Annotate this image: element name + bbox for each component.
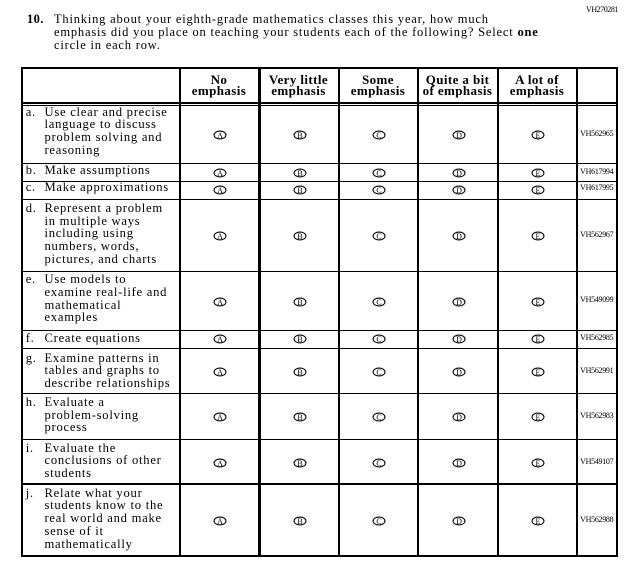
svg-text:A: A [217, 130, 223, 139]
svg-text:B: B [297, 413, 302, 422]
svg-text:E: E [536, 459, 541, 468]
svg-text:D: D [456, 368, 462, 377]
svg-text:D: D [456, 413, 462, 422]
svg-text:B: B [297, 517, 302, 526]
svg-text:D: D [456, 335, 462, 344]
svg-text:C: C [376, 130, 381, 139]
svg-text:C: C [376, 335, 381, 344]
svg-text:E: E [536, 335, 541, 344]
svg-text:E: E [536, 185, 541, 194]
svg-text:B: B [297, 459, 302, 468]
svg-text:A: A [217, 297, 223, 306]
svg-text:D: D [456, 130, 462, 139]
svg-text:C: C [376, 232, 381, 241]
svg-text:E: E [536, 413, 541, 422]
svg-text:D: D [456, 297, 462, 306]
svg-text:C: C [376, 297, 381, 306]
svg-text:B: B [297, 368, 302, 377]
svg-text:C: C [376, 169, 381, 178]
svg-text:D: D [456, 459, 462, 468]
svg-text:A: A [217, 169, 223, 178]
svg-text:D: D [456, 169, 462, 178]
svg-text:E: E [536, 130, 541, 139]
svg-text:C: C [376, 368, 381, 377]
svg-text:C: C [376, 413, 381, 422]
svg-text:B: B [297, 232, 302, 241]
svg-text:E: E [536, 169, 541, 178]
svg-text:B: B [297, 130, 302, 139]
svg-text:A: A [217, 459, 223, 468]
svg-text:A: A [217, 335, 223, 344]
svg-text:E: E [536, 517, 541, 526]
svg-text:D: D [456, 232, 462, 241]
svg-text:E: E [536, 232, 541, 241]
svg-text:E: E [536, 297, 541, 306]
svg-text:A: A [217, 185, 223, 194]
svg-text:B: B [297, 169, 302, 178]
svg-text:B: B [297, 335, 302, 344]
svg-text:A: A [217, 232, 223, 241]
svg-text:B: B [297, 297, 302, 306]
svg-text:C: C [376, 517, 381, 526]
svg-text:E: E [536, 368, 541, 377]
svg-text:B: B [297, 185, 302, 194]
svg-text:A: A [217, 517, 223, 526]
svg-text:D: D [456, 185, 462, 194]
svg-text:A: A [217, 368, 223, 377]
svg-text:D: D [456, 517, 462, 526]
svg-text:A: A [217, 413, 223, 422]
svg-text:C: C [376, 459, 381, 468]
svg-text:C: C [376, 185, 381, 194]
